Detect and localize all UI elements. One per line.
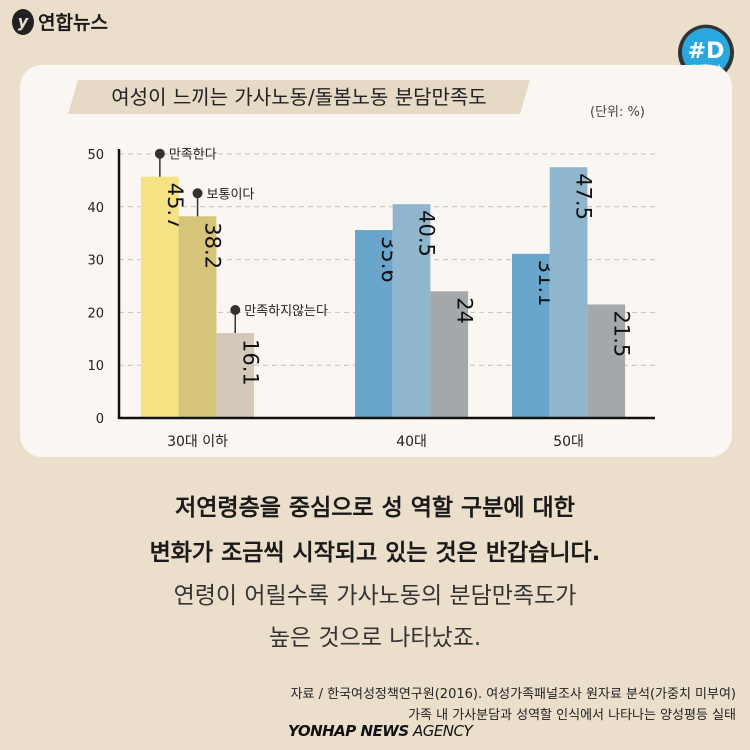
agency-wordmark: YONHAP NEWS AGENCY xyxy=(288,722,473,740)
y-tick-label: 10 xyxy=(87,359,104,374)
logo-text: 연합뉴스 xyxy=(38,12,108,34)
y-tick-label: 20 xyxy=(87,306,104,321)
bar xyxy=(587,304,626,418)
digital-news-badge-icon: #D 디지털뉴스 xyxy=(678,24,734,102)
series-label: 만족하지않는다 xyxy=(244,304,328,319)
series-label: 만족한다 xyxy=(169,148,217,163)
bar xyxy=(355,230,393,418)
headline-line-2: 변화가 조금씩 시작되고 있는 것은 반갑습니다. xyxy=(149,540,601,566)
body-line-4: 높은 것으로 나타났죠. xyxy=(268,625,482,651)
y-tick-label: 40 xyxy=(87,201,104,216)
annotation-dot xyxy=(230,304,241,315)
agency-bold: YONHAP NEWS xyxy=(288,722,409,740)
annotation-dot xyxy=(154,148,165,159)
bar-value-label: 16.1 xyxy=(238,339,262,386)
headline-line-1: 저연령층을 중심으로 성 역할 구분에 대한 xyxy=(175,495,575,521)
bar-value-label: 21.5 xyxy=(609,310,633,357)
bar xyxy=(512,253,550,418)
y-tick-label: 0 xyxy=(96,412,104,427)
y-tick-label: 30 xyxy=(87,254,104,269)
bar xyxy=(392,204,431,418)
x-tick-label: 30대 이하 xyxy=(167,434,228,450)
chart-title: 여성이 느끼는 가사노동/돌봄노동 분담만족도 xyxy=(111,85,487,109)
body-line-3: 연령이 어릴수록 가사노동의 분담만족도가 xyxy=(173,583,577,609)
annotation-dot xyxy=(192,188,203,199)
x-tick-label: 40대 xyxy=(396,434,427,450)
bar-value-label: 40.5 xyxy=(415,210,439,257)
bar xyxy=(216,332,255,418)
source-line-2: 가족 내 가사분담과 성역할 인식에서 나타나는 양성평등 실태 xyxy=(408,708,736,723)
unit-label: (단위: %) xyxy=(590,105,645,120)
series-label: 보통이다 xyxy=(207,187,255,202)
yonhap-logo: y 연합뉴스 xyxy=(12,8,108,35)
bar xyxy=(430,291,469,418)
agency-light: AGENCY xyxy=(408,722,473,740)
bar xyxy=(549,167,588,418)
x-tick-label: 50대 xyxy=(553,434,584,450)
bar xyxy=(178,216,217,418)
source-line-1: 자료 / 한국여성정책연구원(2016). 여성가족패널조사 원자료 분석(가중… xyxy=(290,687,736,702)
bar xyxy=(141,176,179,418)
bar-value-label: 24 xyxy=(452,297,476,324)
bar-value-label: 47.5 xyxy=(572,173,596,220)
bar-value-label: 38.2 xyxy=(201,222,225,269)
title-strip xyxy=(68,80,530,114)
y-tick-label: 50 xyxy=(87,148,104,163)
logo-mark-icon: y xyxy=(12,8,34,35)
badge-top-text: #D xyxy=(688,39,725,64)
